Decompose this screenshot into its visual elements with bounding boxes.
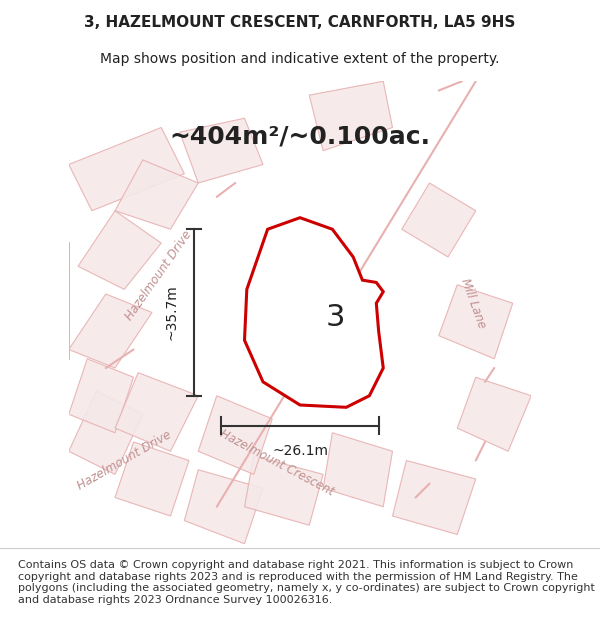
Text: 3: 3 [326, 303, 346, 332]
Polygon shape [323, 432, 392, 507]
Polygon shape [198, 396, 272, 474]
Text: Hazelmount Drive: Hazelmount Drive [123, 228, 195, 322]
Polygon shape [78, 211, 161, 289]
Text: Mill Lane: Mill Lane [458, 276, 488, 330]
Text: Hazelmount Drive: Hazelmount Drive [75, 428, 173, 493]
Polygon shape [245, 456, 323, 525]
Text: ~35.7m: ~35.7m [165, 284, 179, 341]
Text: 3, HAZELMOUNT CRESCENT, CARNFORTH, LA5 9HS: 3, HAZELMOUNT CRESCENT, CARNFORTH, LA5 9… [85, 15, 515, 30]
Polygon shape [69, 391, 143, 474]
Text: Map shows position and indicative extent of the property.: Map shows position and indicative extent… [100, 51, 500, 66]
Polygon shape [309, 81, 392, 151]
Polygon shape [180, 118, 263, 183]
Polygon shape [439, 285, 513, 359]
Polygon shape [184, 470, 263, 544]
Polygon shape [69, 359, 133, 432]
Polygon shape [392, 461, 476, 534]
Polygon shape [115, 372, 198, 451]
Polygon shape [115, 442, 189, 516]
Text: Hazelmount Crescent: Hazelmount Crescent [218, 428, 336, 498]
Text: ~26.1m: ~26.1m [272, 444, 328, 458]
Text: ~404m²/~0.100ac.: ~404m²/~0.100ac. [170, 125, 431, 149]
Polygon shape [69, 294, 152, 368]
Polygon shape [69, 127, 184, 211]
Polygon shape [115, 160, 198, 229]
Polygon shape [457, 378, 531, 451]
Polygon shape [402, 183, 476, 257]
Text: Contains OS data © Crown copyright and database right 2021. This information is : Contains OS data © Crown copyright and d… [18, 560, 595, 605]
Polygon shape [245, 217, 383, 408]
